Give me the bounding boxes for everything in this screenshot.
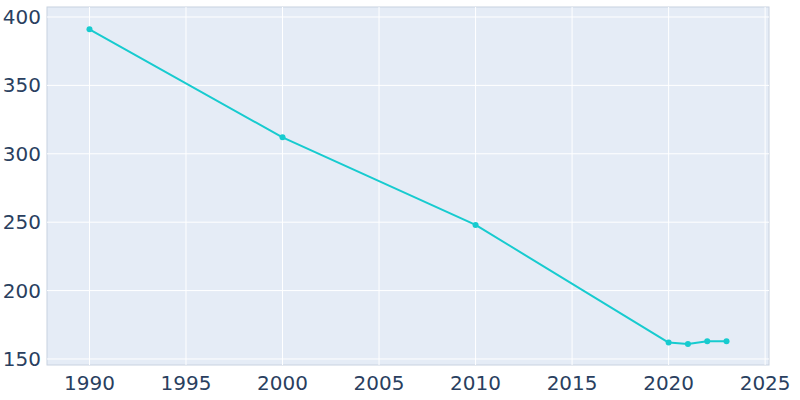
x-grid-line <box>282 7 283 365</box>
x-tick-label: 2005 <box>354 371 405 395</box>
point <box>473 222 479 228</box>
y-grid-line <box>47 222 769 223</box>
y-tick-label: 200 <box>3 279 41 303</box>
point <box>666 340 672 346</box>
y-tick-label: 300 <box>3 142 41 166</box>
point <box>704 338 710 344</box>
point <box>724 338 730 344</box>
x-grid-line <box>379 7 380 365</box>
x-tick-label: 1995 <box>161 371 212 395</box>
x-grid-line <box>668 7 669 365</box>
y-grid-line <box>47 290 769 291</box>
x-tick-label: 2025 <box>740 371 791 395</box>
plot-area <box>47 7 769 365</box>
y-tick-label: 350 <box>3 73 41 97</box>
x-tick-label: 2020 <box>643 371 694 395</box>
x-grid-line <box>185 7 186 365</box>
x-grid-line <box>89 7 90 365</box>
point <box>280 134 286 140</box>
y-tick-label: 250 <box>3 210 41 234</box>
x-tick-label: 1990 <box>64 371 115 395</box>
y-grid-line <box>47 358 769 359</box>
chart-svg: 150 200 250 300 350 400 1990 1995 2000 2005 2010 20… <box>0 0 800 400</box>
x-grid-line <box>765 7 766 365</box>
y-grid-line <box>47 16 769 17</box>
y-tick-label: 400 <box>3 5 41 29</box>
series <box>86 26 729 347</box>
chart: 150 200 250 300 350 400 1990 1995 2000 2005 2010 20… <box>0 0 800 400</box>
point <box>86 26 92 32</box>
x-grid-line <box>475 7 476 365</box>
x-tick-label: 2010 <box>450 371 501 395</box>
y-tick-label: 150 <box>3 347 41 371</box>
x-tick-label: 2015 <box>547 371 598 395</box>
x-tick-label: 2000 <box>257 371 308 395</box>
y-grid-line <box>47 153 769 154</box>
y-grid-line <box>47 85 769 86</box>
line <box>89 29 726 344</box>
x-grid-line <box>572 7 573 365</box>
point <box>685 341 691 347</box>
